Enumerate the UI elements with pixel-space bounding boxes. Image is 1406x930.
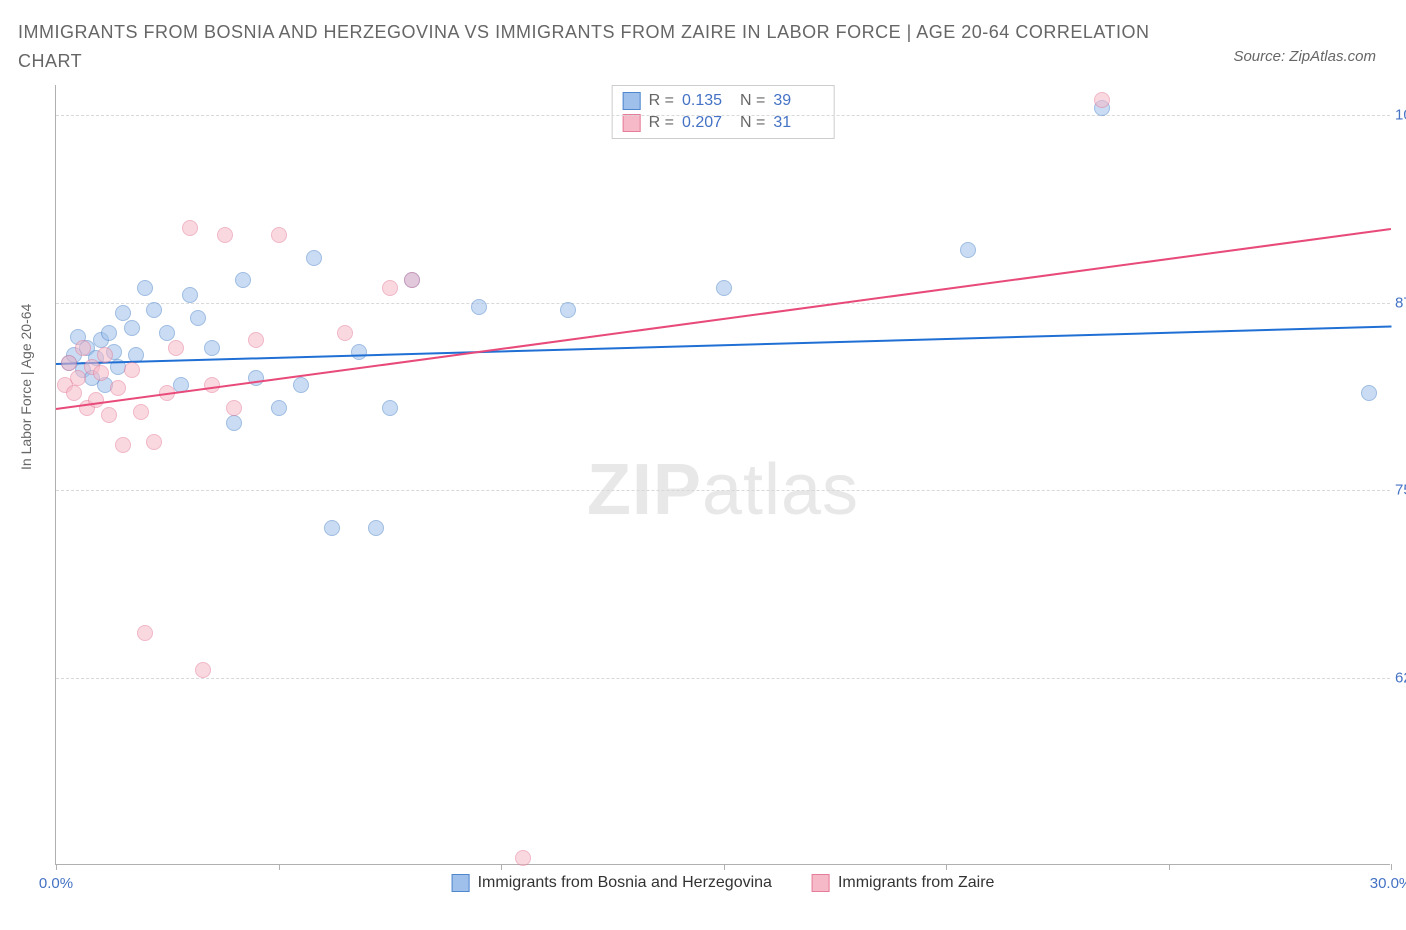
data-point-series-1 bbox=[1094, 92, 1110, 108]
y-tick-label: 75.0% bbox=[1395, 482, 1406, 499]
data-point-series-0 bbox=[293, 377, 309, 393]
x-tick-label: 30.0% bbox=[1370, 875, 1406, 892]
y-tick-label: 62.5% bbox=[1395, 669, 1406, 686]
data-point-series-0 bbox=[324, 520, 340, 536]
x-tick bbox=[56, 864, 57, 870]
data-point-series-0 bbox=[271, 400, 287, 416]
data-point-series-1 bbox=[110, 380, 126, 396]
x-tick bbox=[501, 864, 502, 870]
stats-row-series-0: R = 0.135 N = 39 bbox=[623, 90, 824, 112]
data-point-series-0 bbox=[146, 302, 162, 318]
data-point-series-1 bbox=[146, 434, 162, 450]
data-point-series-1 bbox=[75, 340, 91, 356]
data-point-series-1 bbox=[124, 362, 140, 378]
data-point-series-0 bbox=[204, 340, 220, 356]
data-point-series-0 bbox=[235, 272, 251, 288]
r-value-0: 0.135 bbox=[682, 92, 732, 110]
source-attribution: Source: ZipAtlas.com bbox=[1233, 48, 1376, 65]
legend-label-1: Immigrants from Zaire bbox=[838, 874, 994, 892]
data-point-series-0 bbox=[351, 344, 367, 360]
swatch-series-0 bbox=[452, 874, 470, 892]
data-point-series-0 bbox=[190, 310, 206, 326]
n-label: N = bbox=[740, 114, 765, 132]
data-point-series-0 bbox=[115, 305, 131, 321]
data-point-series-1 bbox=[217, 227, 233, 243]
data-point-series-1 bbox=[101, 407, 117, 423]
data-point-series-0 bbox=[137, 280, 153, 296]
x-tick bbox=[1391, 864, 1392, 870]
data-point-series-1 bbox=[133, 404, 149, 420]
legend-label-0: Immigrants from Bosnia and Herzegovina bbox=[478, 874, 772, 892]
legend-item-1: Immigrants from Zaire bbox=[812, 874, 994, 892]
data-point-series-0 bbox=[1361, 385, 1377, 401]
grid-line bbox=[56, 115, 1390, 116]
data-point-series-1 bbox=[97, 347, 113, 363]
scatter-chart: ZIPatlas R = 0.135 N = 39 R = 0.207 N = … bbox=[55, 85, 1390, 865]
r-value-1: 0.207 bbox=[682, 114, 732, 132]
swatch-series-0 bbox=[623, 92, 641, 110]
data-point-series-1 bbox=[168, 340, 184, 356]
header-row: IMMIGRANTS FROM BOSNIA AND HERZEGOVINA V… bbox=[0, 0, 1406, 76]
data-point-series-0 bbox=[382, 400, 398, 416]
data-point-series-1 bbox=[382, 280, 398, 296]
data-point-series-0 bbox=[101, 325, 117, 341]
data-point-series-1 bbox=[271, 227, 287, 243]
n-value-1: 31 bbox=[773, 114, 823, 132]
data-point-series-0 bbox=[368, 520, 384, 536]
x-tick bbox=[279, 864, 280, 870]
data-point-series-1 bbox=[61, 355, 77, 371]
data-point-series-1 bbox=[515, 850, 531, 866]
data-point-series-1 bbox=[204, 377, 220, 393]
data-point-series-0 bbox=[560, 302, 576, 318]
data-point-series-1 bbox=[404, 272, 420, 288]
data-point-series-0 bbox=[471, 299, 487, 315]
r-label: R = bbox=[649, 92, 674, 110]
y-tick-label: 87.5% bbox=[1395, 294, 1406, 311]
x-tick bbox=[1169, 864, 1170, 870]
swatch-series-1 bbox=[812, 874, 830, 892]
data-point-series-1 bbox=[88, 392, 104, 408]
stats-legend: R = 0.135 N = 39 R = 0.207 N = 31 bbox=[612, 85, 835, 139]
legend-item-0: Immigrants from Bosnia and Herzegovina bbox=[452, 874, 772, 892]
data-point-series-1 bbox=[337, 325, 353, 341]
x-tick-label: 0.0% bbox=[39, 875, 73, 892]
trend-line-series-1 bbox=[56, 228, 1391, 410]
data-point-series-0 bbox=[124, 320, 140, 336]
n-label: N = bbox=[740, 92, 765, 110]
data-point-series-0 bbox=[716, 280, 732, 296]
data-point-series-0 bbox=[159, 325, 175, 341]
data-point-series-1 bbox=[226, 400, 242, 416]
data-point-series-0 bbox=[960, 242, 976, 258]
data-point-series-1 bbox=[195, 662, 211, 678]
grid-line bbox=[56, 490, 1390, 491]
data-point-series-1 bbox=[248, 332, 264, 348]
y-axis-title: In Labor Force | Age 20-64 bbox=[18, 304, 34, 470]
chart-title: IMMIGRANTS FROM BOSNIA AND HERZEGOVINA V… bbox=[18, 18, 1168, 76]
swatch-series-1 bbox=[623, 114, 641, 132]
r-label: R = bbox=[649, 114, 674, 132]
data-point-series-1 bbox=[115, 437, 131, 453]
x-tick bbox=[724, 864, 725, 870]
bottom-legend: Immigrants from Bosnia and Herzegovina I… bbox=[452, 874, 995, 892]
data-point-series-1 bbox=[182, 220, 198, 236]
data-point-series-1 bbox=[93, 365, 109, 381]
grid-line bbox=[56, 303, 1390, 304]
n-value-0: 39 bbox=[773, 92, 823, 110]
data-point-series-0 bbox=[306, 250, 322, 266]
y-tick-label: 100.0% bbox=[1395, 107, 1406, 124]
data-point-series-0 bbox=[182, 287, 198, 303]
grid-line bbox=[56, 678, 1390, 679]
x-tick bbox=[946, 864, 947, 870]
data-point-series-1 bbox=[137, 625, 153, 641]
data-point-series-1 bbox=[70, 370, 86, 386]
data-point-series-0 bbox=[226, 415, 242, 431]
data-point-series-1 bbox=[66, 385, 82, 401]
